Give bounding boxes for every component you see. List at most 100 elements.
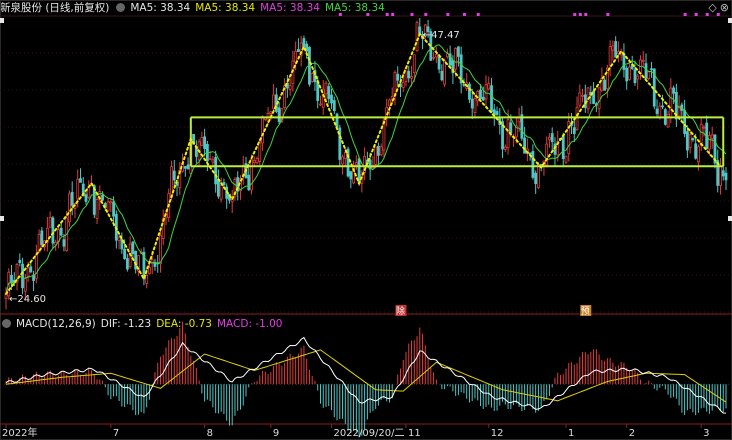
candle-body — [23, 278, 27, 292]
candle — [34, 244, 38, 284]
candle — [332, 96, 336, 114]
candle — [495, 106, 499, 116]
candle-body — [628, 66, 631, 80]
candle-body — [112, 201, 115, 217]
candle-body — [481, 96, 485, 101]
candle — [330, 88, 333, 109]
candle-body — [145, 274, 149, 284]
signal-mark — [578, 13, 582, 16]
candle-body — [150, 259, 154, 264]
main-chart-header: 新泉股份 (日线,前复权) MA5: 38.34 MA5: 38.34 MA5: 38… — [0, 0, 390, 16]
candle — [487, 76, 491, 91]
candle-body — [528, 152, 532, 155]
candle-body — [694, 143, 698, 159]
candle-body — [172, 170, 176, 181]
candle-body — [330, 94, 333, 104]
candle-body — [183, 166, 187, 169]
settings-dot-icon[interactable] — [116, 3, 126, 12]
candle — [572, 118, 576, 142]
candle — [691, 137, 695, 142]
candle-body — [479, 89, 482, 100]
candle-body — [537, 164, 540, 188]
candle-body — [368, 159, 372, 170]
candle — [18, 253, 22, 267]
candle — [581, 88, 584, 103]
candle-body — [625, 67, 629, 82]
candle-body — [503, 146, 507, 150]
close-icon[interactable]: ⊗ — [719, 1, 729, 14]
candle — [178, 162, 182, 195]
signal-mark — [683, 13, 687, 16]
candle-body — [506, 119, 510, 149]
candle — [619, 48, 623, 61]
candle-body — [338, 127, 342, 160]
event-marker: 预 — [580, 305, 592, 317]
candle-body — [437, 56, 441, 70]
candle-body — [10, 274, 13, 284]
candle — [45, 217, 49, 252]
macd-header: MACD(12,26,9) DIF: -1.23 DEA: -0.73 MACD: -… — [0, 318, 288, 334]
candle — [702, 125, 706, 137]
candle — [274, 87, 278, 114]
candle-body — [702, 126, 706, 129]
candle — [685, 125, 689, 158]
candles-group — [4, 17, 728, 310]
candle-body — [310, 73, 314, 82]
candle — [465, 72, 469, 91]
candle-body — [401, 82, 405, 88]
candle — [203, 128, 207, 157]
candle-body — [545, 143, 549, 166]
candle-body — [43, 240, 47, 248]
candle — [233, 177, 237, 201]
candle-body — [669, 87, 673, 118]
candle — [705, 115, 709, 150]
diamond-icon[interactable]: ◇ — [708, 1, 717, 14]
candle-body — [719, 165, 722, 186]
candle-body — [79, 178, 82, 183]
candle — [448, 45, 452, 69]
candle — [608, 40, 612, 77]
candle — [625, 65, 629, 90]
candle-body — [393, 71, 397, 97]
candle-body — [501, 121, 504, 150]
candle — [578, 84, 582, 108]
candle-body — [87, 186, 91, 198]
macd-dif-value: DIF: -1.23 — [100, 318, 152, 330]
candle — [374, 146, 378, 169]
candle — [87, 180, 91, 199]
macd-dea-value: DEA: -0.73 — [156, 318, 212, 330]
candle-body — [688, 134, 692, 148]
candle — [443, 58, 447, 88]
candle — [131, 240, 135, 259]
candle — [553, 137, 557, 166]
candle-body — [51, 217, 55, 244]
signal-mark — [705, 13, 709, 16]
macd-dea-line — [5, 349, 727, 403]
candle — [650, 61, 653, 78]
signal-mark — [716, 13, 720, 16]
macd-settings-icon[interactable] — [2, 319, 11, 328]
edge-marker — [728, 216, 732, 221]
signal-mark — [366, 13, 370, 16]
candle-body — [407, 70, 411, 79]
candle-body — [324, 82, 328, 95]
macd-dif-line — [5, 336, 727, 414]
candle-body — [724, 172, 728, 181]
candle — [15, 263, 19, 291]
signal-mark — [462, 13, 466, 16]
candle — [641, 50, 645, 67]
candle-body — [92, 185, 96, 215]
candle — [57, 227, 60, 249]
candle — [470, 88, 474, 119]
candle-body — [487, 83, 491, 90]
candle-body — [457, 46, 460, 57]
candle-body — [272, 94, 275, 110]
candle — [32, 270, 35, 292]
candle-body — [677, 105, 681, 117]
candle-body — [650, 68, 653, 71]
signal-mark — [476, 13, 480, 16]
candle — [545, 136, 549, 168]
candle-body — [716, 160, 720, 186]
candle-body — [341, 156, 344, 165]
